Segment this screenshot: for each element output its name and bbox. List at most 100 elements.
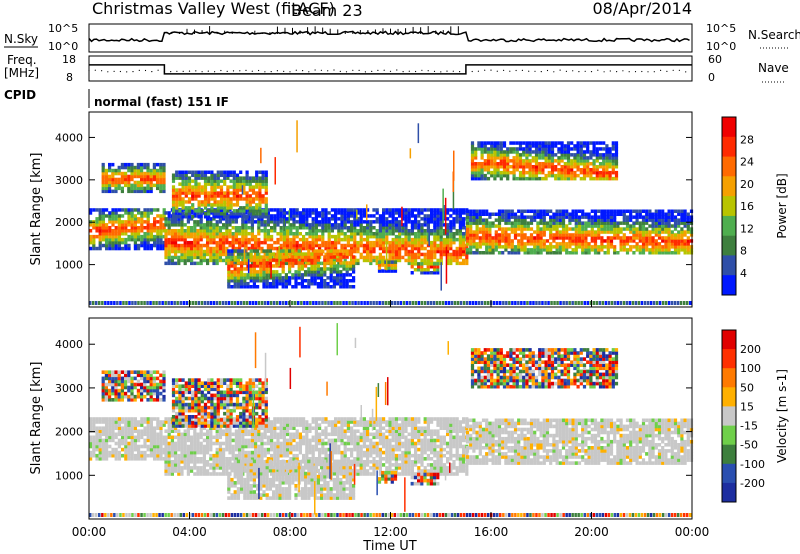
heatmap-cell bbox=[127, 426, 131, 430]
nave-point bbox=[433, 70, 436, 72]
cpid-label: CPID bbox=[4, 88, 36, 102]
heatmap-cell bbox=[130, 453, 134, 458]
heatmap-cell bbox=[597, 248, 601, 252]
heatmap-cell bbox=[196, 252, 200, 257]
heatmap-cell bbox=[156, 423, 160, 427]
heatmap-cell bbox=[149, 438, 153, 443]
heatmap-cell bbox=[493, 153, 497, 157]
heatmap-cell bbox=[223, 182, 227, 186]
heatmap-cell bbox=[541, 162, 545, 166]
heatmap-cell bbox=[343, 234, 347, 239]
heatmap-cell bbox=[251, 191, 256, 195]
heatmap-cell bbox=[143, 174, 147, 179]
heatmap-cell bbox=[291, 258, 295, 262]
heatmap-cell bbox=[661, 245, 665, 249]
heatmap-cell bbox=[288, 261, 292, 265]
heatmap-cell bbox=[218, 229, 222, 233]
heatmap-cell bbox=[433, 214, 437, 218]
ground-scatter-cell bbox=[357, 301, 360, 305]
heatmap-cell bbox=[329, 273, 333, 277]
heatmap-cell bbox=[382, 226, 386, 230]
heatmap-cell bbox=[611, 170, 615, 175]
heatmap-cell bbox=[206, 237, 210, 242]
ground-scatter-cell bbox=[272, 301, 276, 305]
ground-scatter-cell bbox=[173, 301, 176, 305]
heatmap-cell bbox=[574, 251, 578, 255]
heatmap-cell bbox=[622, 215, 626, 219]
heatmap-cell bbox=[558, 236, 562, 240]
heatmap-cell bbox=[321, 243, 325, 248]
heatmap-cell bbox=[190, 208, 194, 212]
heatmap-cell bbox=[353, 226, 357, 230]
heatmap-cell bbox=[332, 261, 336, 265]
heatmap-cell bbox=[356, 243, 360, 248]
heatmap-cell bbox=[398, 220, 402, 224]
heatmap-cell bbox=[337, 223, 341, 227]
heatmap-cell bbox=[491, 245, 495, 249]
heatmap-cell bbox=[417, 255, 421, 260]
heatmap-cell bbox=[200, 185, 204, 189]
heatmap-cell bbox=[549, 224, 553, 228]
heatmap-cell bbox=[133, 423, 137, 427]
heatmap-cell bbox=[133, 246, 137, 251]
heatmap-cell bbox=[159, 429, 163, 433]
heatmap-cell bbox=[686, 230, 690, 234]
heatmap-cell bbox=[320, 270, 324, 274]
heatmap-cell bbox=[184, 182, 188, 186]
heatmap-cell bbox=[149, 441, 153, 446]
heatmap-cell bbox=[231, 240, 235, 245]
heatmap-cell bbox=[207, 170, 211, 174]
heatmap-cell bbox=[124, 226, 128, 230]
heatmap-cell bbox=[323, 264, 327, 268]
heatmap-cell bbox=[528, 144, 532, 148]
heatmap-cell bbox=[388, 214, 392, 218]
heatmap-cell bbox=[272, 282, 276, 286]
heatmap-cell bbox=[284, 282, 288, 286]
heatmap-cell bbox=[356, 232, 360, 236]
heatmap-cell bbox=[190, 246, 194, 251]
heatmap-cell bbox=[209, 258, 213, 263]
heatmap-cell bbox=[294, 273, 298, 277]
heatmap-cell bbox=[92, 240, 96, 245]
heatmap-cell bbox=[162, 234, 166, 239]
ground-scatter-cell bbox=[266, 301, 270, 305]
heatmap-cell bbox=[105, 420, 109, 424]
heatmap-cell bbox=[670, 230, 674, 234]
heatmap-cell bbox=[651, 221, 655, 225]
heatmap-cell bbox=[512, 176, 516, 181]
heatmap-cell bbox=[196, 220, 200, 224]
heatmap-cell bbox=[167, 229, 171, 233]
heatmap-cell bbox=[533, 218, 537, 222]
heatmap-cell bbox=[382, 217, 386, 221]
heatmap-cell bbox=[677, 221, 681, 225]
heatmap-cell bbox=[262, 270, 266, 274]
heatmap-cell bbox=[105, 417, 109, 421]
heatmap-cell bbox=[648, 230, 652, 234]
heatmap-cell bbox=[149, 435, 153, 440]
heatmap-cell bbox=[300, 255, 304, 259]
heatmap-cell bbox=[353, 223, 357, 227]
heatmap-cell bbox=[510, 224, 514, 228]
heatmap-cell bbox=[534, 141, 539, 145]
heatmap-cell bbox=[92, 243, 96, 248]
heatmap-cell bbox=[98, 417, 102, 421]
heatmap-cell bbox=[252, 264, 256, 268]
heatmap-cell bbox=[606, 236, 610, 240]
heatmap-cell bbox=[170, 220, 174, 224]
heatmap-cell bbox=[603, 209, 607, 213]
heatmap-cell bbox=[164, 463, 168, 467]
heatmap-cell bbox=[186, 438, 190, 443]
heatmap-cell bbox=[589, 162, 593, 166]
heatmap-cell bbox=[545, 251, 550, 255]
heatmap-cell bbox=[515, 141, 519, 145]
heatmap-cell bbox=[388, 211, 392, 215]
heatmap-cell bbox=[193, 229, 197, 233]
heatmap-cell bbox=[273, 214, 277, 218]
heatmap-cell bbox=[526, 224, 530, 228]
heatmap-cell bbox=[366, 240, 370, 245]
heatmap-cell bbox=[235, 176, 240, 180]
heatmap-cell bbox=[382, 223, 386, 227]
heatmap-cell bbox=[506, 168, 510, 172]
heatmap-cell bbox=[244, 223, 248, 227]
heatmap-cell bbox=[442, 240, 446, 245]
